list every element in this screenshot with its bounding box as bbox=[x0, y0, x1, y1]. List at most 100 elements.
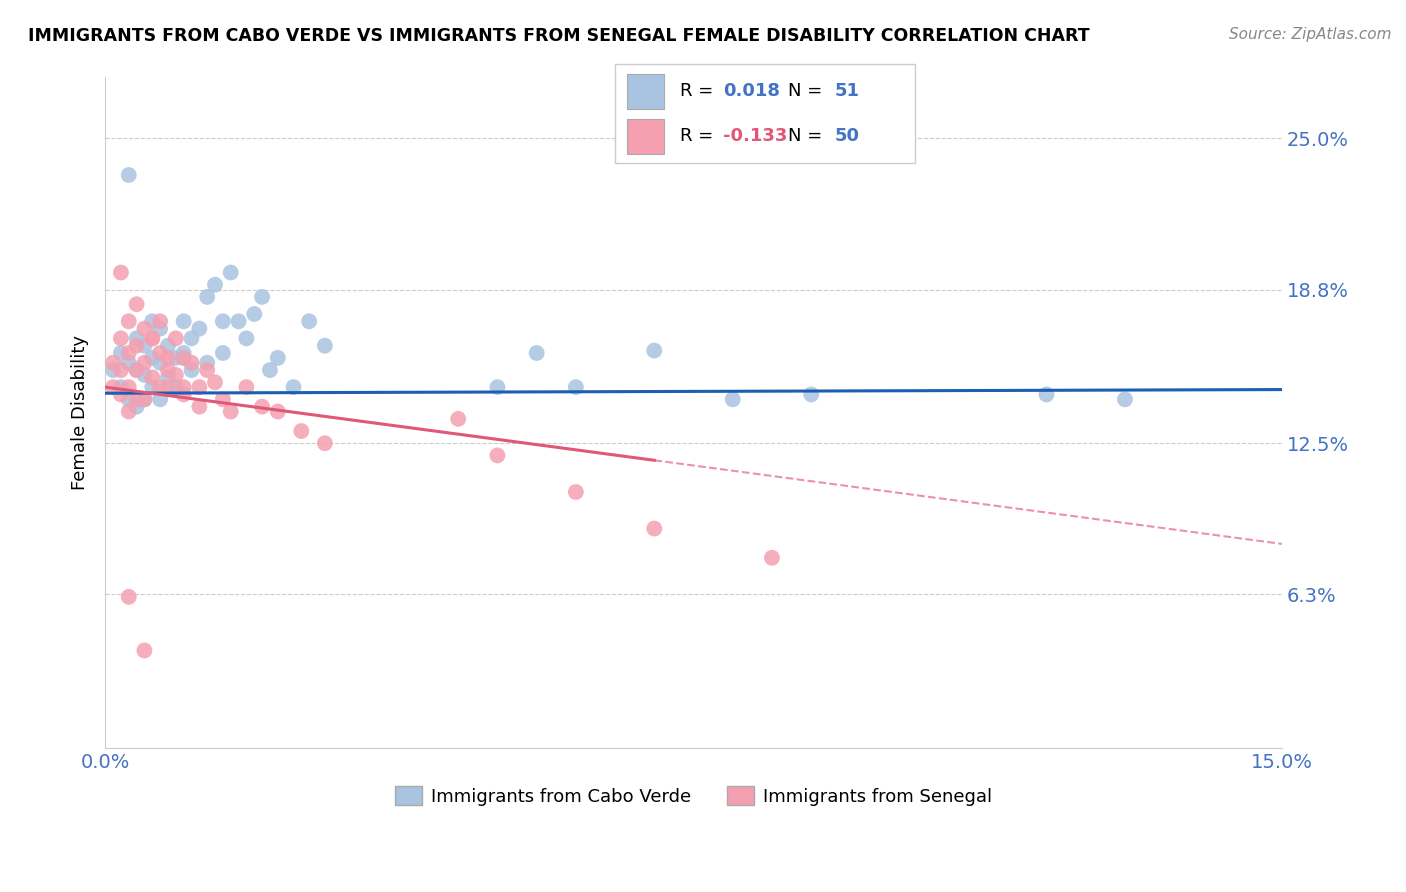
Text: IMMIGRANTS FROM CABO VERDE VS IMMIGRANTS FROM SENEGAL FEMALE DISABILITY CORRELAT: IMMIGRANTS FROM CABO VERDE VS IMMIGRANTS… bbox=[28, 27, 1090, 45]
Point bbox=[101, 363, 124, 377]
Point bbox=[486, 449, 509, 463]
Point bbox=[134, 321, 156, 335]
Point bbox=[125, 400, 148, 414]
Point bbox=[165, 368, 187, 382]
Point bbox=[125, 297, 148, 311]
Point bbox=[156, 351, 179, 365]
Text: Source: ZipAtlas.com: Source: ZipAtlas.com bbox=[1229, 27, 1392, 42]
Point bbox=[219, 404, 242, 418]
Point bbox=[101, 356, 124, 370]
Point bbox=[134, 392, 156, 407]
Point bbox=[643, 522, 665, 536]
Point bbox=[180, 331, 202, 345]
Point bbox=[195, 363, 218, 377]
Point bbox=[259, 363, 281, 377]
Point bbox=[188, 380, 211, 394]
Point bbox=[173, 387, 195, 401]
Point bbox=[267, 351, 290, 365]
Point bbox=[290, 424, 312, 438]
Point bbox=[110, 346, 132, 360]
Point bbox=[118, 590, 141, 604]
Point bbox=[134, 643, 156, 657]
Point bbox=[141, 331, 163, 345]
Text: N =: N = bbox=[787, 128, 828, 145]
Point bbox=[212, 392, 235, 407]
Point bbox=[1035, 387, 1057, 401]
Point bbox=[125, 339, 148, 353]
Point bbox=[118, 380, 141, 394]
Point bbox=[149, 356, 172, 370]
Point bbox=[134, 356, 156, 370]
FancyBboxPatch shape bbox=[627, 119, 664, 153]
Point bbox=[149, 321, 172, 335]
Point bbox=[156, 370, 179, 384]
Point bbox=[101, 380, 124, 394]
Point bbox=[125, 363, 148, 377]
Point bbox=[219, 266, 242, 280]
Point bbox=[134, 392, 156, 407]
Point bbox=[212, 346, 235, 360]
Point bbox=[149, 314, 172, 328]
Point bbox=[173, 314, 195, 328]
Point bbox=[149, 380, 172, 394]
Point bbox=[267, 404, 290, 418]
Y-axis label: Female Disability: Female Disability bbox=[72, 335, 89, 491]
Point bbox=[204, 277, 226, 292]
Point bbox=[314, 339, 336, 353]
Text: R =: R = bbox=[679, 82, 718, 100]
FancyBboxPatch shape bbox=[627, 74, 664, 109]
Point bbox=[721, 392, 744, 407]
Point bbox=[165, 351, 187, 365]
Point bbox=[134, 339, 156, 353]
Point bbox=[250, 400, 273, 414]
Point bbox=[643, 343, 665, 358]
Point bbox=[110, 387, 132, 401]
Text: N =: N = bbox=[787, 82, 828, 100]
Point bbox=[141, 351, 163, 365]
Point bbox=[195, 356, 218, 370]
Point bbox=[235, 380, 257, 394]
Point bbox=[141, 380, 163, 394]
Point bbox=[165, 380, 187, 394]
Point bbox=[250, 290, 273, 304]
Legend: Immigrants from Cabo Verde, Immigrants from Senegal: Immigrants from Cabo Verde, Immigrants f… bbox=[388, 779, 1000, 813]
Point bbox=[118, 168, 141, 182]
Point bbox=[156, 380, 179, 394]
Point bbox=[110, 380, 132, 394]
Point bbox=[110, 363, 132, 377]
Point bbox=[283, 380, 305, 394]
Point bbox=[110, 331, 132, 345]
Point bbox=[243, 307, 266, 321]
Text: 0.018: 0.018 bbox=[723, 82, 780, 100]
Point bbox=[173, 380, 195, 394]
Point bbox=[165, 331, 187, 345]
Point bbox=[447, 412, 470, 426]
Point bbox=[1114, 392, 1136, 407]
Point bbox=[565, 485, 588, 500]
Point bbox=[141, 314, 163, 328]
Point bbox=[173, 351, 195, 365]
Point bbox=[141, 370, 163, 384]
Point bbox=[118, 356, 141, 370]
Point bbox=[118, 314, 141, 328]
Point bbox=[212, 314, 235, 328]
Point bbox=[298, 314, 321, 328]
Point bbox=[156, 339, 179, 353]
Text: R =: R = bbox=[679, 128, 718, 145]
Point bbox=[204, 376, 226, 390]
Point bbox=[149, 392, 172, 407]
Point bbox=[228, 314, 250, 328]
Point bbox=[173, 346, 195, 360]
Text: 50: 50 bbox=[834, 128, 859, 145]
Text: -0.133: -0.133 bbox=[723, 128, 787, 145]
Point bbox=[134, 368, 156, 382]
Point bbox=[235, 331, 257, 345]
Point bbox=[118, 346, 141, 360]
Point bbox=[761, 550, 783, 565]
Point bbox=[180, 363, 202, 377]
Point bbox=[118, 404, 141, 418]
FancyBboxPatch shape bbox=[614, 64, 915, 163]
Point bbox=[118, 392, 141, 407]
Point bbox=[526, 346, 548, 360]
Point bbox=[800, 387, 823, 401]
